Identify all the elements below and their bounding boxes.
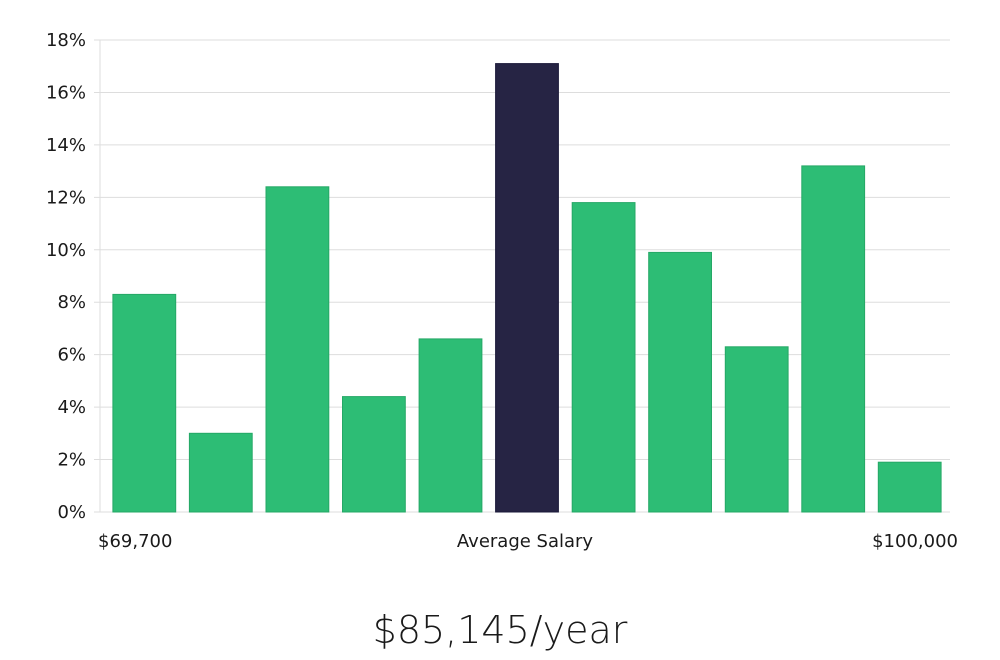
bar-11	[877, 461, 942, 513]
bar-8	[648, 251, 713, 513]
y-tick-label: 18%	[46, 30, 86, 51]
y-tick-label: 10%	[46, 240, 86, 261]
bars	[112, 63, 942, 513]
average-salary-value: $85,145/year	[372, 608, 628, 652]
y-tick-label: 16%	[46, 82, 86, 103]
x-label-min: $69,700	[98, 531, 172, 552]
y-tick-label: 8%	[57, 292, 86, 313]
x-label-max: $100,000	[872, 531, 958, 552]
bar-2	[188, 432, 253, 513]
y-tick-label: 0%	[57, 502, 86, 523]
y-tick-label: 2%	[57, 450, 86, 471]
y-tick-label: 12%	[46, 187, 86, 208]
bar-average-salary	[495, 63, 559, 513]
bar-3	[265, 186, 330, 513]
bar-5	[418, 338, 483, 513]
x-label-center: Average Salary	[457, 531, 594, 552]
x-axis-labels: $69,700 Average Salary $100,000	[98, 531, 958, 552]
bar-10	[801, 165, 866, 513]
y-tick-label: 6%	[57, 345, 86, 366]
y-axis-ticks: 0% 2% 4% 6% 8% 10% 12% 14% 16% 18%	[46, 30, 86, 523]
bar-1	[112, 293, 177, 513]
bar-9	[724, 346, 789, 513]
bar-4	[342, 396, 406, 513]
y-tick-label: 14%	[46, 135, 86, 156]
y-tick-label: 4%	[57, 397, 86, 418]
bar-7	[571, 202, 636, 513]
